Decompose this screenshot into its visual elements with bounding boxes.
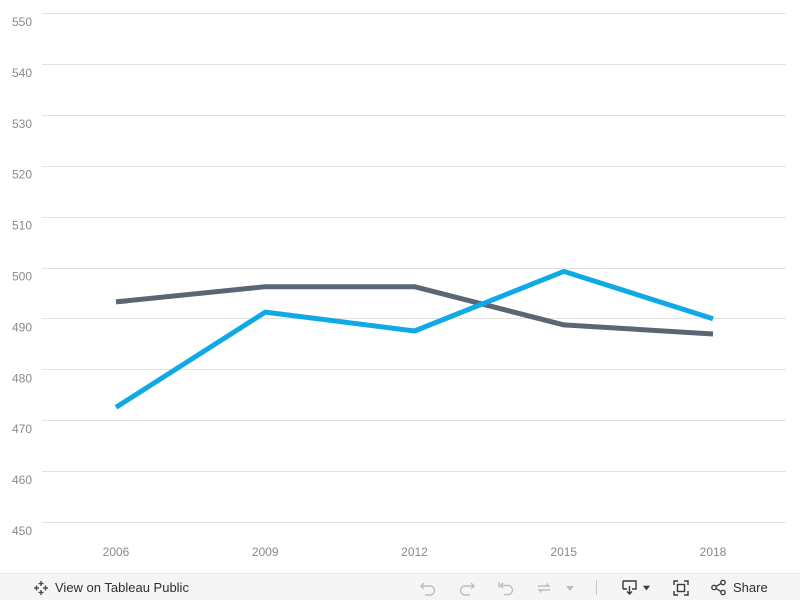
data-point[interactable] bbox=[114, 405, 119, 410]
redo-button[interactable] bbox=[458, 574, 476, 601]
x-tick-label: 2015 bbox=[550, 545, 577, 559]
x-tick-label: 2009 bbox=[252, 545, 279, 559]
x-tick-label: 2018 bbox=[700, 545, 727, 559]
y-tick-label: 500 bbox=[12, 270, 32, 284]
y-tick-label: 530 bbox=[12, 117, 32, 131]
data-point[interactable] bbox=[561, 322, 566, 327]
data-point[interactable] bbox=[263, 284, 268, 289]
refresh-dropdown-button[interactable] bbox=[565, 574, 575, 601]
data-point[interactable] bbox=[263, 310, 268, 315]
data-point[interactable] bbox=[412, 328, 417, 333]
y-tick-label: 490 bbox=[12, 320, 32, 334]
gridlines bbox=[42, 13, 786, 523]
y-tick-label: 450 bbox=[12, 524, 32, 538]
y-axis: 450 460 470 480 490 500 510 520 530 540 550 bbox=[12, 15, 32, 538]
view-on-tableau-public-label: View on Tableau Public bbox=[55, 580, 189, 595]
y-tick-label: 460 bbox=[12, 473, 32, 487]
x-axis: 2006 2009 2012 2015 2018 bbox=[103, 545, 727, 559]
revert-icon bbox=[497, 580, 515, 596]
share-label: Share bbox=[733, 580, 768, 595]
refresh-icon bbox=[535, 580, 553, 596]
y-tick-label: 510 bbox=[12, 219, 32, 233]
view-on-tableau-public-button[interactable]: View on Tableau Public bbox=[33, 574, 189, 601]
y-tick-label: 470 bbox=[12, 422, 32, 436]
undo-icon bbox=[419, 580, 437, 596]
fullscreen-button[interactable] bbox=[672, 574, 690, 601]
data-point[interactable] bbox=[711, 332, 716, 337]
share-button[interactable]: Share bbox=[710, 574, 768, 601]
fullscreen-icon bbox=[672, 579, 690, 597]
data-point[interactable] bbox=[412, 284, 417, 289]
tableau-logo-icon bbox=[33, 580, 49, 596]
series-line-1[interactable] bbox=[115, 284, 714, 337]
download-button[interactable] bbox=[621, 574, 651, 601]
x-tick-label: 2006 bbox=[103, 545, 130, 559]
y-tick-label: 550 bbox=[12, 15, 32, 29]
data-point[interactable] bbox=[561, 269, 566, 274]
y-tick-label: 540 bbox=[12, 66, 32, 80]
data-point[interactable] bbox=[114, 299, 119, 304]
toolbar-divider bbox=[596, 580, 597, 595]
y-tick-label: 520 bbox=[12, 168, 32, 182]
download-icon bbox=[621, 579, 639, 597]
y-tick-label: 480 bbox=[12, 371, 32, 385]
chevron-down-icon bbox=[565, 583, 575, 593]
series-line-2[interactable] bbox=[114, 268, 714, 410]
tableau-toolbar: View on Tableau Public bbox=[0, 573, 800, 600]
x-tick-label: 2012 bbox=[401, 545, 428, 559]
share-icon bbox=[710, 579, 727, 596]
refresh-button[interactable] bbox=[535, 574, 553, 601]
undo-button[interactable] bbox=[419, 574, 437, 601]
redo-icon bbox=[458, 580, 476, 596]
chevron-down-icon bbox=[642, 583, 651, 592]
series-lines bbox=[114, 268, 716, 410]
data-point[interactable] bbox=[711, 316, 716, 321]
revert-button[interactable] bbox=[497, 574, 515, 601]
